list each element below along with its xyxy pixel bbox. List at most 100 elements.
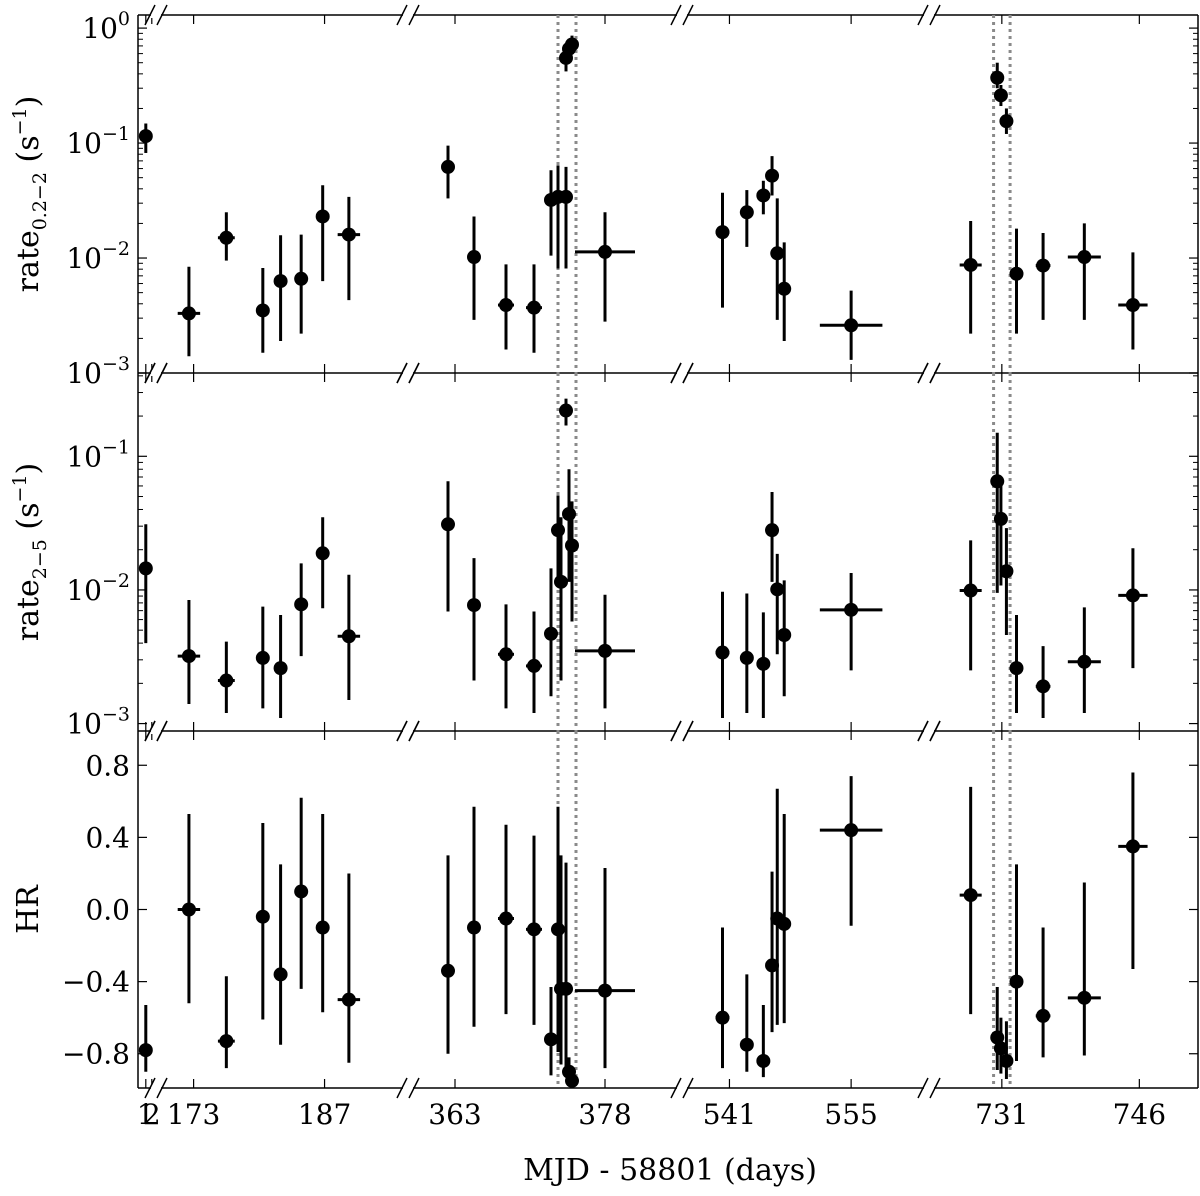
axis-break-slash	[156, 362, 168, 384]
marker	[219, 1034, 234, 1049]
marker	[598, 643, 612, 658]
data-point	[551, 806, 565, 1052]
axis-break-slash	[396, 362, 408, 384]
data-point	[739, 593, 754, 713]
marker	[294, 597, 309, 612]
marker	[551, 922, 565, 937]
data-point	[565, 1071, 579, 1088]
marker	[1077, 654, 1092, 669]
marker	[441, 963, 455, 978]
marker	[273, 274, 288, 289]
axis-break	[670, 1077, 694, 1099]
data-point	[138, 1005, 153, 1072]
marker	[315, 209, 330, 224]
x-tick-label: 541	[703, 1098, 756, 1131]
marker	[554, 574, 568, 589]
marker	[1036, 258, 1051, 273]
data-point	[441, 145, 455, 199]
data-point	[559, 862, 573, 1072]
x-tick-label: 731	[975, 1098, 1028, 1131]
axis-break	[917, 4, 941, 26]
axis-break-slash	[156, 4, 168, 26]
x-tick-label: 2	[143, 1098, 161, 1131]
data-point	[770, 553, 785, 655]
data-point	[441, 855, 455, 1054]
data-point	[575, 212, 635, 322]
marker	[467, 250, 481, 265]
marker	[527, 922, 541, 937]
data-point	[575, 594, 635, 709]
data-point	[498, 264, 514, 350]
marker	[559, 403, 573, 418]
marker	[255, 303, 270, 318]
hard-rate-ylabel: rate2−5 (s−1)	[9, 463, 51, 642]
data-point	[777, 242, 792, 341]
y-tick-label: 10−1	[66, 123, 130, 160]
axis-break-gap	[924, 728, 934, 734]
marker	[765, 168, 780, 183]
data-point	[1009, 864, 1024, 1061]
axis-break-slash	[682, 1077, 694, 1099]
data-point	[255, 822, 270, 1020]
data-point	[777, 580, 792, 697]
marker	[138, 1043, 153, 1058]
marker	[467, 598, 481, 613]
axis-break-gap	[677, 12, 687, 18]
marker	[715, 225, 730, 240]
marker	[1077, 990, 1092, 1005]
axis-break	[917, 1077, 941, 1099]
marker	[1009, 661, 1024, 676]
marker	[181, 306, 196, 321]
data-point	[544, 568, 558, 697]
data-point	[217, 976, 235, 1069]
axis-break-slash	[156, 720, 168, 742]
data-point	[498, 604, 514, 709]
data-point	[1035, 927, 1051, 1058]
data-point	[756, 180, 771, 215]
marker	[844, 318, 859, 333]
marker	[181, 902, 196, 917]
marker	[255, 650, 270, 665]
marker	[527, 658, 541, 673]
axis-break-slash	[917, 362, 929, 384]
data-point	[315, 813, 330, 1013]
data-point	[819, 572, 883, 671]
marker	[765, 523, 780, 538]
x-tick-label: 173	[167, 1098, 220, 1131]
data-point	[217, 212, 235, 261]
data-point	[467, 558, 481, 681]
axis-break-slash	[144, 362, 156, 384]
marker	[765, 958, 780, 973]
tick-marks	[138, 15, 1198, 1088]
marker	[993, 88, 1008, 103]
axis-break-slash	[144, 1077, 156, 1099]
data-point	[756, 612, 771, 719]
marker	[739, 1037, 754, 1052]
axis-break-slash	[917, 720, 929, 742]
axis-break-gap	[151, 1085, 161, 1091]
y-tick-label: −0.8	[62, 1038, 130, 1071]
axis-break-gap	[924, 1085, 934, 1091]
axis-break-gap	[151, 12, 161, 18]
marker	[963, 888, 978, 903]
data-point	[138, 123, 153, 153]
axis-break-gap	[403, 12, 413, 18]
marker	[565, 1073, 579, 1088]
data-point	[273, 614, 288, 719]
axis-break-slash	[929, 362, 941, 384]
marker	[341, 227, 356, 242]
marker	[441, 159, 455, 174]
axis-break-gap	[151, 370, 161, 376]
data-point	[337, 196, 361, 301]
data-point	[177, 266, 201, 357]
data-point	[559, 398, 573, 426]
data-point	[273, 235, 288, 341]
data-point	[999, 1021, 1014, 1079]
axis-break-slash	[670, 4, 682, 26]
y-tick-label: 10−3	[66, 704, 130, 741]
y-tick-label: 10−3	[66, 353, 130, 390]
axis-break	[396, 362, 420, 384]
y-tick-label: 10−1	[66, 436, 130, 473]
data-point	[959, 786, 982, 1015]
